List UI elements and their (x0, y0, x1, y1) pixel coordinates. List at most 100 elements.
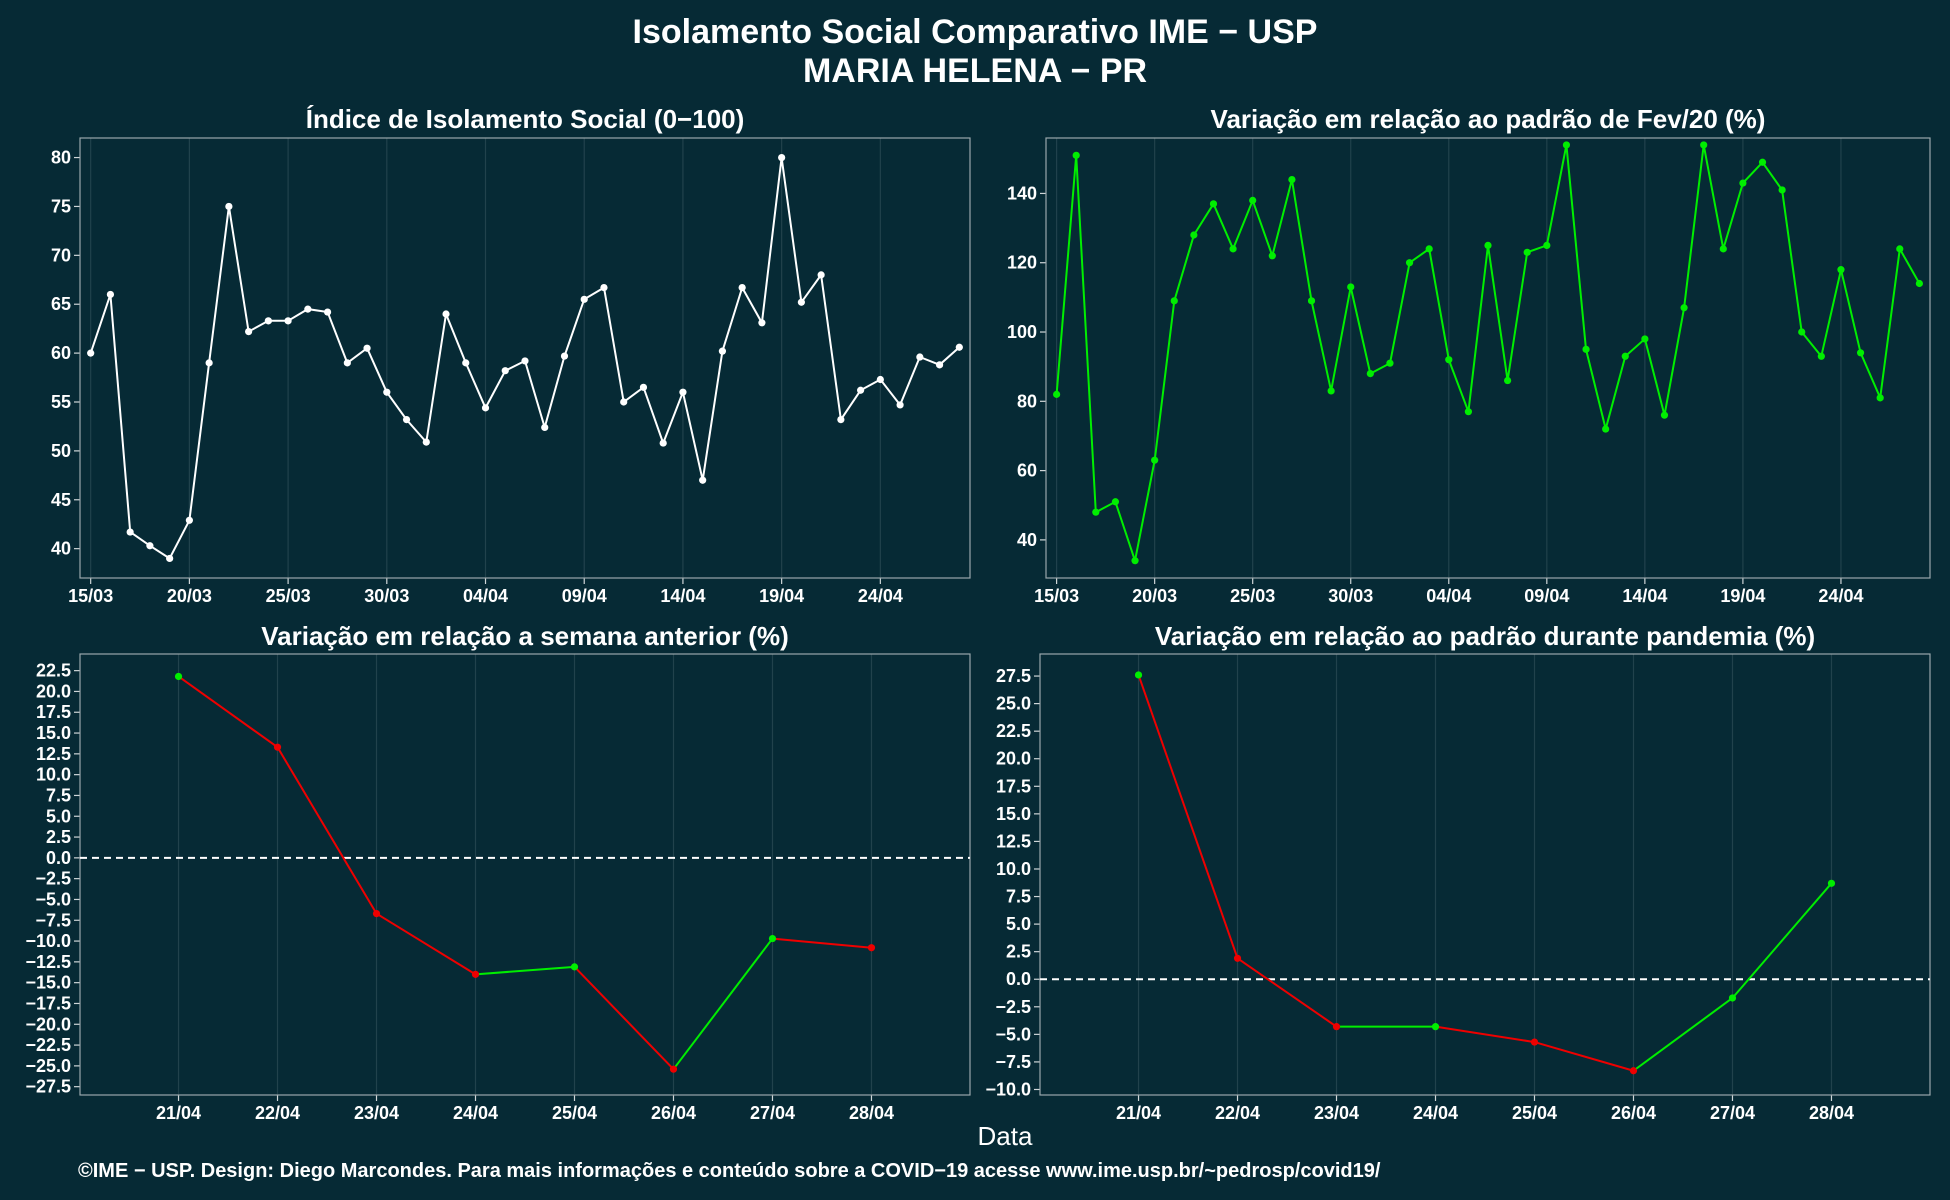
series-point (1700, 141, 1708, 149)
series-point (264, 317, 272, 325)
series-point (1307, 297, 1316, 305)
figure-title: Isolamento Social Comparativo IME − USP (633, 13, 1318, 51)
series-point (797, 298, 805, 306)
plot-frame (79, 137, 971, 579)
x-tick-label: 26/04 (651, 1103, 696, 1123)
y-tick-label: −10.0 (985, 1079, 1031, 1099)
series-point (383, 388, 391, 396)
y-tick-label: −7.5 (35, 910, 71, 930)
x-tick-label: 20/03 (1132, 586, 1177, 606)
y-tick-label: 27.5 (996, 666, 1031, 686)
x-tick-label: 09/04 (562, 586, 607, 606)
series-point (570, 963, 579, 971)
y-tick-label: 50 (51, 441, 71, 461)
x-tick-label: 21/04 (1116, 1103, 1161, 1123)
y-tick-label: 100 (1007, 322, 1037, 342)
series-point (106, 290, 115, 299)
series-point (1629, 1067, 1638, 1075)
series-point (1562, 141, 1571, 149)
y-tick-label: 17.5 (36, 702, 71, 722)
series-point (1445, 356, 1453, 364)
x-tick-label: 24/04 (858, 586, 903, 606)
x-tick-label: 27/04 (1710, 1103, 1755, 1123)
x-tick-label: 21/04 (156, 1103, 201, 1123)
series-point (87, 349, 95, 357)
series-point (1131, 557, 1139, 565)
series-point (1728, 994, 1737, 1002)
chart-panel-3: Variação em relação a semana anterior (%… (25, 621, 971, 1123)
y-tick-label: 12.5 (996, 831, 1031, 851)
series-segment (375, 912, 477, 976)
series-point (817, 271, 825, 279)
series-point (1347, 283, 1355, 291)
x-tick-label: 04/04 (1426, 586, 1471, 606)
figure-subtitle: MARIA HELENA − PR (803, 52, 1147, 90)
series-segment (672, 937, 774, 1070)
plot-frame (1045, 137, 1931, 579)
panel-title: Variação em relação ao padrão durante pa… (1155, 621, 1815, 651)
y-tick-label: 20.0 (36, 681, 71, 701)
y-tick-label: −7.5 (995, 1052, 1031, 1072)
series-point (273, 743, 282, 751)
chart-panel-4: Variação em relação ao padrão durante pa… (985, 621, 1931, 1123)
series-segment (1236, 957, 1338, 1028)
panel-title: Índice de Isolamento Social (0−100) (306, 104, 745, 134)
series-point (343, 359, 351, 367)
series-point (620, 398, 628, 406)
y-tick-label: 2.5 (1006, 942, 1031, 962)
series-point (1484, 241, 1492, 250)
series-segment (1534, 1041, 1634, 1072)
series-point (1660, 411, 1669, 419)
y-tick-label: 40 (51, 539, 71, 559)
series-point (501, 367, 509, 375)
series-point (1249, 196, 1257, 204)
series-point (1896, 245, 1904, 253)
series-point (1739, 179, 1747, 187)
series-point (1464, 408, 1472, 416)
series-point (600, 284, 608, 292)
x-tick-label: 27/04 (750, 1103, 795, 1123)
y-tick-label: −15.0 (25, 973, 71, 993)
series-point (1366, 369, 1374, 378)
x-tick-label: 22/04 (255, 1103, 300, 1123)
x-tick-label: 26/04 (1611, 1103, 1656, 1123)
series-point (718, 347, 727, 355)
series-point (1170, 297, 1178, 305)
series-point (1778, 186, 1786, 194)
x-tick-label: 19/04 (759, 586, 804, 606)
chart-panel-2: Variação em relação ao padrão de Fev/20 … (1007, 104, 1931, 606)
series-point (1621, 352, 1629, 360)
series-point (1053, 390, 1061, 398)
x-tick-label: 30/03 (1328, 586, 1373, 606)
series-point (1111, 498, 1120, 506)
series-segment (276, 746, 378, 915)
series-point (1827, 879, 1836, 887)
series-segment (1632, 997, 1734, 1072)
y-tick-label: 12.5 (36, 744, 71, 764)
panel-title: Variação em relação a semana anterior (%… (261, 621, 789, 651)
series-point (669, 1065, 678, 1073)
series-point (1229, 245, 1237, 253)
y-tick-label: 0.0 (1006, 969, 1031, 989)
x-tick-label: 24/04 (1413, 1103, 1458, 1123)
series-point (1543, 241, 1551, 250)
series-point (1209, 200, 1218, 208)
series-point (659, 439, 667, 447)
plot-frame (79, 653, 971, 1096)
series-point (1719, 245, 1727, 253)
y-tick-label: 70 (51, 245, 71, 265)
panels-group: Índice de Isolamento Social (0−100) 15/03… (25, 104, 1931, 1123)
series-point (1092, 508, 1100, 516)
series-point (955, 343, 963, 351)
series-point (1530, 1038, 1539, 1046)
series-point (768, 934, 777, 943)
y-tick-label: 17.5 (996, 776, 1031, 796)
series-point (876, 375, 884, 384)
series-point (857, 386, 865, 394)
series-point (1582, 345, 1590, 353)
series-point (1332, 1023, 1341, 1031)
y-tick-label: 60 (51, 343, 71, 363)
series-point (1288, 175, 1296, 184)
y-tick-label: 15.0 (996, 804, 1031, 824)
